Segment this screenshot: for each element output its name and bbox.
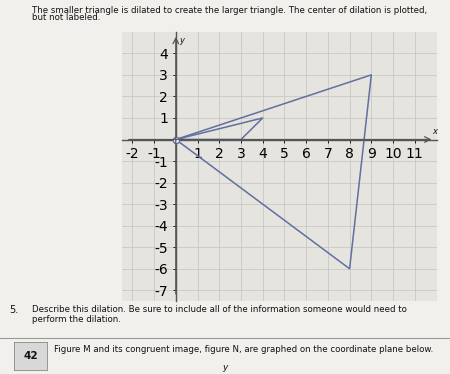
Text: Figure M and its congruent image, figure N, are graphed on the coordinate plane : Figure M and its congruent image, figure… <box>54 345 433 354</box>
Text: Describe this dilation. Be sure to include all of the information someone would : Describe this dilation. Be sure to inclu… <box>32 305 406 324</box>
Text: 42: 42 <box>23 351 38 361</box>
Text: y: y <box>222 363 228 372</box>
Text: x: x <box>432 128 437 137</box>
Text: 5.: 5. <box>9 305 18 315</box>
Text: but not labeled.: but not labeled. <box>32 13 100 22</box>
Text: The smaller triangle is dilated to create the larger triangle. The center of dil: The smaller triangle is dilated to creat… <box>32 6 427 15</box>
Text: y: y <box>179 36 184 45</box>
